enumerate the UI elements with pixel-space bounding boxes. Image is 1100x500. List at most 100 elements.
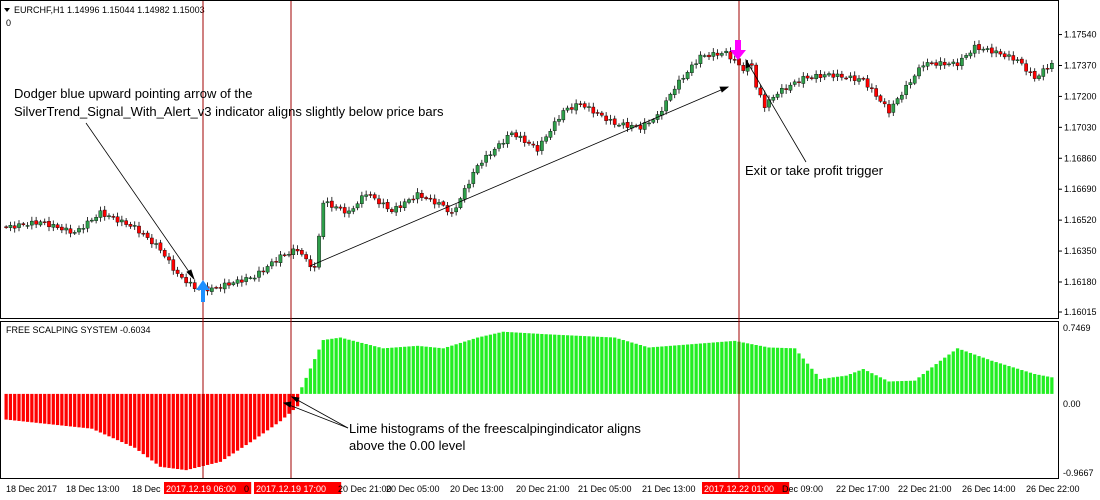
histogram-bar [210,393,214,464]
candle-body [64,227,68,231]
histogram-bar [587,336,591,394]
candle-body [574,103,578,111]
histogram-bar [728,341,733,394]
candle-body [891,103,896,113]
histogram-bar [810,368,814,394]
candle-body [522,135,527,143]
candle-body [355,203,360,209]
histogram-bar [617,338,621,394]
candle-body [608,118,613,121]
time-axis-label: 2017.12.22 01:00 [704,484,774,494]
histogram-bar [321,340,325,394]
candle-body [428,197,433,200]
histogram-bar [883,379,887,394]
candle-body [128,224,133,227]
menu-dropdown-icon[interactable] [4,8,10,12]
histogram-bar [98,393,103,433]
histogram-bar [43,393,47,424]
histogram-bar [878,377,883,394]
histogram-bar [475,337,480,394]
candle-body [372,194,377,199]
histogram-bar [317,349,321,394]
price-axis-label: 1.17200 [1064,91,1097,101]
candle-body [141,232,146,235]
candle-body [330,200,334,208]
histogram-bar [214,393,218,463]
histogram-bar [454,344,458,394]
histogram-bar [120,393,124,443]
candle-body [222,282,227,290]
candle-body [244,277,248,282]
sell-arrow-icon [730,40,746,60]
histogram-bar [313,359,317,394]
histogram-bar [870,373,874,394]
histogram-bar [107,393,111,437]
candle-body [282,254,287,256]
candle-body [582,103,587,108]
histogram-bar [745,343,750,394]
candle-body [801,76,806,84]
candle-body [171,259,176,271]
histogram-bar [373,346,377,394]
candle-body [1045,68,1050,70]
candle-body [758,87,763,96]
histogram-bar [994,362,998,394]
candle-body [34,220,38,225]
time-axis-label: 18 Dec [132,484,161,494]
histogram-bar [925,370,930,394]
candle-body [715,52,720,56]
histogram-bar [510,332,514,394]
histogram-bar [205,393,210,465]
histogram-bar [257,393,261,437]
histogram-bar [1037,374,1041,394]
histogram-bar [565,335,570,394]
histogram-bar [283,393,287,418]
candle-body [1037,75,1041,79]
candle-body [840,73,844,78]
candle-body [488,154,493,156]
candle-body [1041,68,1046,77]
candle-body [771,97,776,101]
time-axis-label: 21 Dec 13:00 [642,484,696,494]
histogram-bar [535,333,540,394]
candle-body [895,98,900,105]
symbol-info: EURCHF,H1 1.14996 1.15044 1.14982 1.1500… [14,5,205,15]
histogram-bar [823,378,827,394]
candle-body [707,54,711,58]
histogram-bar [184,393,188,471]
candle-body [930,62,934,64]
price-axis-label: 1.17540 [1064,30,1097,40]
candle-body [964,55,968,58]
histogram-bar [73,393,77,427]
histogram-bar [1028,372,1033,394]
histogram-bar [188,393,193,470]
histogram-bar [805,363,810,394]
candle-body [192,282,197,289]
histogram-bar [1020,370,1024,394]
lime-annotation-line1: Lime histograms of the freescalpingindic… [349,421,641,436]
histogram-bar [647,347,651,394]
candle-body [188,281,193,284]
histogram-bar [137,393,141,451]
histogram-bar [694,343,698,394]
candle-body [475,165,480,174]
histogram-bar [291,393,295,411]
histogram-bar [578,335,583,394]
candle-body [621,122,626,126]
candle-body [42,221,47,223]
histogram-bar [21,393,25,422]
histogram-bar [523,332,527,394]
candle-body [595,112,600,114]
candle-body [741,64,746,71]
histogram-bar [364,344,368,394]
candle-body [844,77,848,80]
histogram-bar [415,345,420,394]
candle-body [668,93,673,101]
candle-body [445,205,450,213]
histogram-bar [801,358,805,394]
histogram-bar [145,393,150,458]
histogram-bar [90,393,94,429]
histogram-bar [488,334,493,394]
histogram-bar [977,356,981,394]
candle-body [137,225,141,234]
